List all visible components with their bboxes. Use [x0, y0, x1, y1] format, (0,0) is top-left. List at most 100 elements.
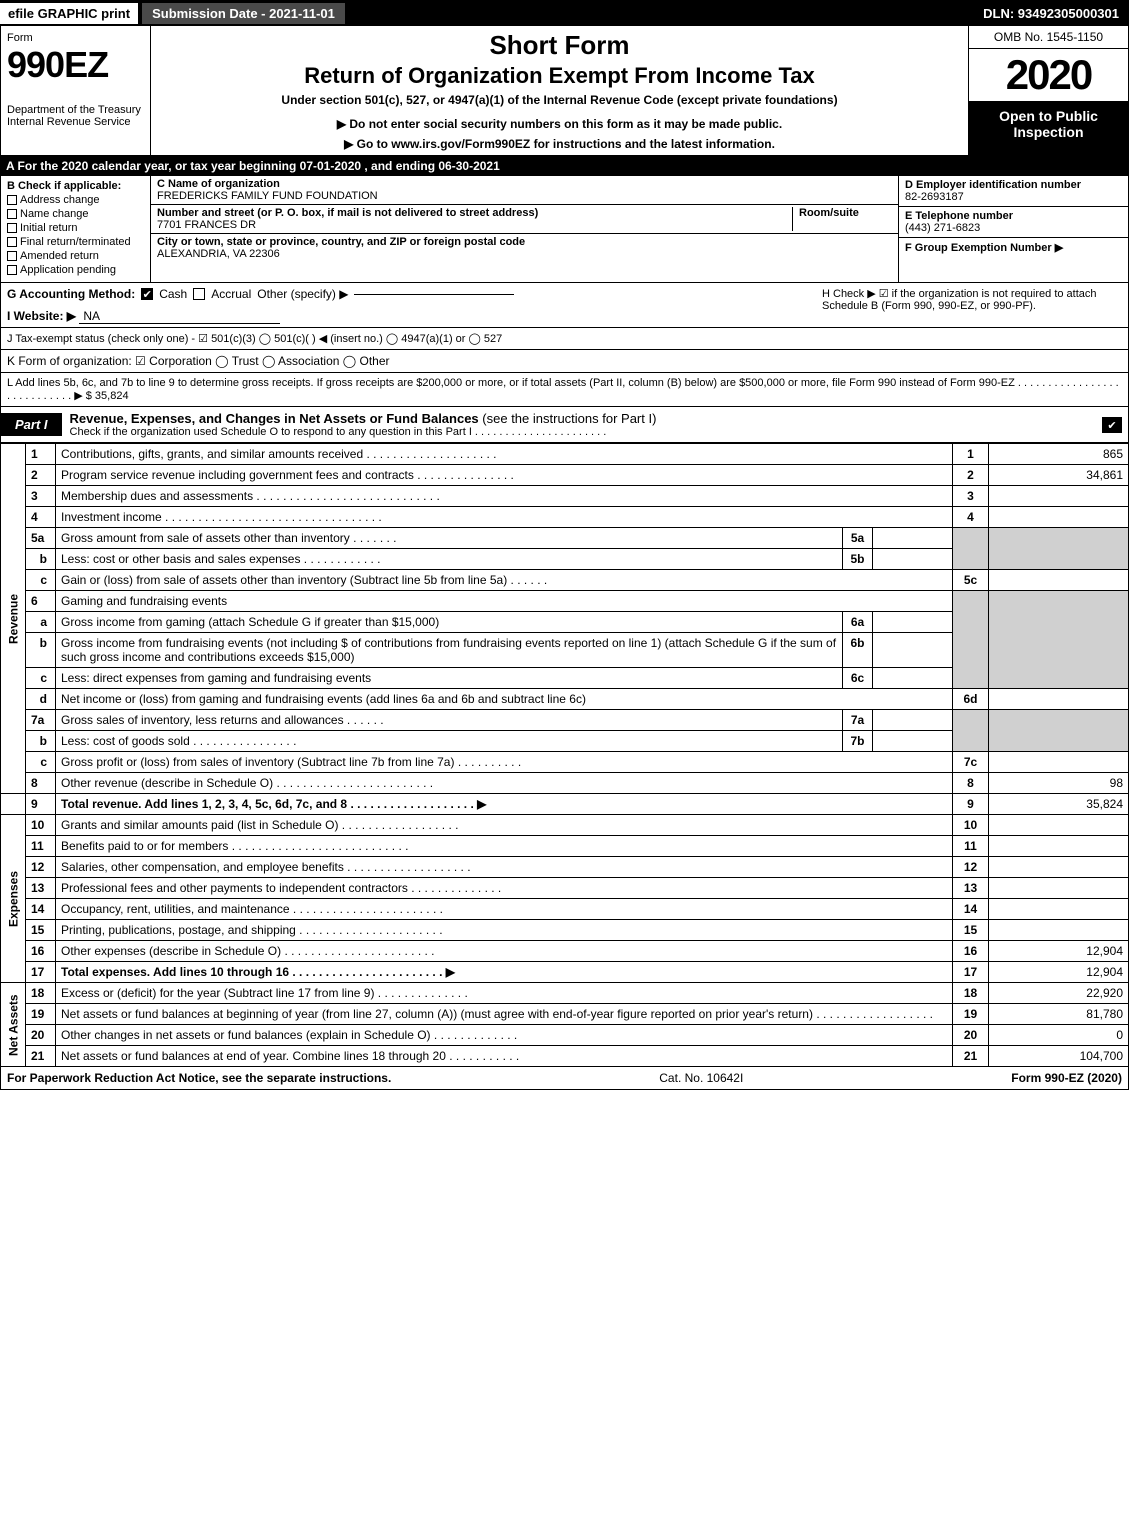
website-value: NA	[79, 309, 280, 324]
line4-value	[989, 507, 1129, 528]
line6a-value	[873, 612, 953, 633]
line-g-label: G Accounting Method:	[7, 287, 135, 301]
org-name-label: C Name of organization	[157, 178, 280, 190]
line-i: I Website: ▶ NA	[7, 309, 822, 323]
footer-left: For Paperwork Reduction Act Notice, see …	[7, 1071, 391, 1085]
box-c: C Name of organization FREDERICKS FAMILY…	[151, 176, 898, 282]
row-a-taxyear: A For the 2020 calendar year, or tax yea…	[0, 156, 1129, 176]
tax-year: 2020	[969, 49, 1128, 102]
goto-note: ▶ Go to www.irs.gov/Form990EZ for instru…	[161, 137, 958, 151]
line13-value	[989, 878, 1129, 899]
check-name-change[interactable]: Name change	[7, 208, 144, 220]
form-header: Form 990EZ Department of the Treasury In…	[0, 26, 1129, 156]
irs-label: Internal Revenue Service	[7, 116, 144, 128]
phone-cell: E Telephone number (443) 271-6823	[899, 207, 1128, 238]
line21-value: 104,700	[989, 1046, 1129, 1067]
form-word: Form	[7, 32, 144, 44]
line-l: L Add lines 5b, 6c, and 7b to line 9 to …	[0, 373, 1129, 407]
goto-pre: ▶ Go to	[344, 137, 391, 151]
part1-tab: Part I	[1, 413, 62, 436]
department-label: Department of the Treasury	[7, 104, 144, 116]
org-name: FREDERICKS FAMILY FUND FOUNDATION	[157, 190, 378, 202]
line7a-value	[873, 710, 953, 731]
expenses-side-label: Expenses	[1, 815, 26, 983]
short-form-title: Short Form	[161, 30, 958, 61]
line19-value: 81,780	[989, 1004, 1129, 1025]
part1-schedule-o-check[interactable]	[1102, 417, 1122, 433]
submission-date: Submission Date - 2021-11-01	[142, 3, 345, 24]
page-footer: For Paperwork Reduction Act Notice, see …	[0, 1067, 1129, 1090]
ein-label: D Employer identification number	[905, 179, 1081, 191]
check-accrual[interactable]	[193, 288, 205, 300]
goto-post: for instructions and the latest informat…	[530, 137, 775, 151]
line6b-value	[873, 633, 953, 668]
org-city: ALEXANDRIA, VA 22306	[157, 248, 280, 260]
form-number: 990EZ	[7, 44, 144, 86]
line-i-label: I Website: ▶	[7, 309, 76, 323]
box-b: B Check if applicable: Address change Na…	[1, 176, 151, 282]
line-j: J Tax-exempt status (check only one) - ☑…	[0, 328, 1129, 350]
part1-header: Part I Revenue, Expenses, and Changes in…	[0, 407, 1129, 443]
other-label: Other (specify) ▶	[257, 287, 348, 301]
line11-value	[989, 836, 1129, 857]
header-left: Form 990EZ Department of the Treasury In…	[1, 26, 151, 155]
irs-link[interactable]: www.irs.gov/Form990EZ	[391, 137, 530, 151]
subtitle: Under section 501(c), 527, or 4947(a)(1)…	[161, 93, 958, 107]
check-application-pending[interactable]: Application pending	[7, 264, 144, 276]
group-exemption-label: F Group Exemption Number ▶	[905, 242, 1063, 254]
line18-value: 22,920	[989, 983, 1129, 1004]
line1-value: 865	[989, 444, 1129, 465]
revenue-side-label: Revenue	[1, 444, 26, 794]
line5a-value	[873, 528, 953, 549]
org-address: 7701 FRANCES DR	[157, 219, 256, 231]
line5c-value	[989, 570, 1129, 591]
line-g: G Accounting Method: Cash Accrual Other …	[7, 287, 822, 301]
line5b-value	[873, 549, 953, 570]
group-exemption-cell: F Group Exemption Number ▶	[899, 238, 1128, 282]
org-city-row: City or town, state or province, country…	[151, 234, 898, 262]
line3-value	[989, 486, 1129, 507]
line14-value	[989, 899, 1129, 920]
top-bar: efile GRAPHIC print Submission Date - 20…	[0, 0, 1129, 26]
line6c-value	[873, 668, 953, 689]
line7b-value	[873, 731, 953, 752]
line2-value: 34,861	[989, 465, 1129, 486]
phone-label: E Telephone number	[905, 210, 1013, 222]
efile-label: efile GRAPHIC print	[0, 3, 138, 24]
check-final-return[interactable]: Final return/terminated	[7, 236, 144, 248]
other-specify-line	[354, 294, 514, 295]
org-name-row: C Name of organization FREDERICKS FAMILY…	[151, 176, 898, 205]
org-addr-row: Number and street (or P. O. box, if mail…	[151, 205, 898, 234]
addr-label: Number and street (or P. O. box, if mail…	[157, 207, 538, 219]
ein-value: 82-2693187	[905, 191, 964, 203]
line15-value	[989, 920, 1129, 941]
box-b-header: B Check if applicable:	[7, 180, 144, 192]
line9-value: 35,824	[989, 794, 1129, 815]
check-initial-return[interactable]: Initial return	[7, 222, 144, 234]
footer-mid: Cat. No. 10642I	[659, 1071, 743, 1085]
main-title: Return of Organization Exempt From Incom…	[161, 63, 958, 89]
accrual-label: Accrual	[211, 287, 251, 301]
phone-value: (443) 271-6823	[905, 222, 980, 234]
line6d-value	[989, 689, 1129, 710]
line16-value: 12,904	[989, 941, 1129, 962]
line7c-value	[989, 752, 1129, 773]
part1-title: Revenue, Expenses, and Changes in Net As…	[62, 407, 1102, 442]
section-g-h: G Accounting Method: Cash Accrual Other …	[0, 283, 1129, 328]
room-label: Room/suite	[799, 207, 859, 219]
line17-value: 12,904	[989, 962, 1129, 983]
open-public-badge: Open to Public Inspection	[969, 102, 1128, 155]
ein-cell: D Employer identification number 82-2693…	[899, 176, 1128, 207]
part1-table: Revenue 1 Contributions, gifts, grants, …	[0, 443, 1129, 1067]
header-right: OMB No. 1545-1150 2020 Open to Public In…	[968, 26, 1128, 155]
check-cash[interactable]	[141, 288, 153, 300]
line12-value	[989, 857, 1129, 878]
check-address-change[interactable]: Address change	[7, 194, 144, 206]
ssn-warning: ▶ Do not enter social security numbers o…	[161, 117, 958, 131]
netassets-side-label: Net Assets	[1, 983, 26, 1067]
line10-value	[989, 815, 1129, 836]
line-k: K Form of organization: ☑ Corporation ◯ …	[0, 350, 1129, 373]
footer-right: Form 990-EZ (2020)	[1011, 1071, 1122, 1085]
dln-label: DLN: 93492305000301	[973, 3, 1129, 24]
check-amended-return[interactable]: Amended return	[7, 250, 144, 262]
